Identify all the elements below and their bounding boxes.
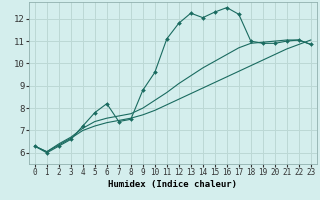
X-axis label: Humidex (Indice chaleur): Humidex (Indice chaleur): [108, 180, 237, 189]
